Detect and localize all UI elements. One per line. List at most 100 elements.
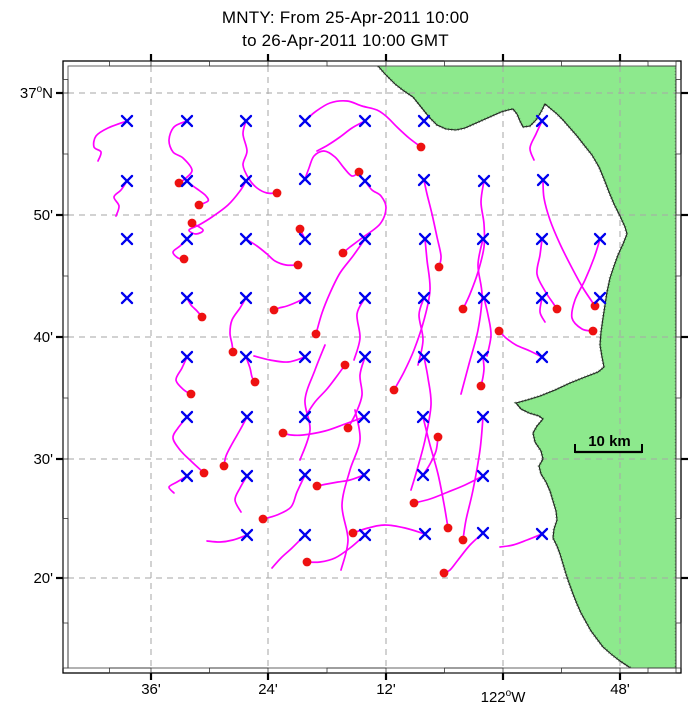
grid-marker-x [298,172,312,186]
grid-marker-x [239,232,253,246]
frame-segment-top [109,60,152,67]
x-axis-label: 122oW [481,688,527,706]
scale-bar: 10 km [574,433,643,454]
trajectory-path [342,180,387,254]
grid-marker-x [417,350,431,364]
frame-segment-bottom [109,667,152,674]
trajectory-end-dot [439,568,449,578]
y-axis-label: 30' [33,451,53,468]
trajectory-path [206,534,248,543]
grid-marker-x [298,410,312,424]
grid-marker-x [358,114,372,128]
trajectory-end-dot [476,381,486,391]
trajectory-path [347,356,366,429]
trajectory-end-dot [590,301,600,311]
trajectory-end-dot [312,481,322,491]
trajectory-path [462,416,484,541]
trajectory-path [271,534,306,569]
trajectory-end-dot [348,528,358,538]
grid-marker-x [535,114,549,128]
trajectory-end-dot [197,312,207,322]
grid-marker-x [180,350,194,364]
frame-segment-left [62,153,69,216]
grid-marker-x [180,410,194,424]
label-rest: N [42,85,53,102]
trajectory-end-dot [443,523,453,533]
trajectory-path [353,297,366,361]
frame-segment-top [444,60,504,67]
grid-marker-x [536,173,550,187]
trajectory-end-dot [354,167,364,177]
trajectory-path [299,344,326,461]
figure-title-line2: to 26-Apr-2011 10:00 GMT [242,31,449,50]
frame-segment-right [675,79,682,94]
grid-marker-x [535,232,549,246]
grid-marker-x [239,114,253,128]
frame-segment-top [647,60,677,67]
grid-marker-x [120,114,134,128]
trajectory-path [234,475,248,513]
land-polygon [378,66,676,668]
grid-marker-x [180,114,194,128]
grid-marker-x [416,468,430,482]
trajectory-end-dot [458,535,468,545]
trajectory-end-dot [552,304,562,314]
grid-marker-x [358,528,372,542]
frame-segment-left [62,79,69,94]
grid-marker-x [298,232,312,246]
grid-marker-x [358,174,372,188]
trajectory-path [306,534,366,564]
trajectory-end-dot [338,248,348,258]
x-axis-label: 36' [141,681,161,698]
trajectory-path [175,356,192,395]
trajectory-path [529,120,543,161]
grid-marker-x [417,114,431,128]
trajectory-end-dot [302,557,312,567]
grid-marker-x [535,291,549,305]
frame-segment-bottom [444,667,504,674]
trajectory-path [316,120,366,152]
grid-marker-x [180,232,194,246]
trajectory-path [542,179,596,307]
frame-segment-bottom [561,667,621,674]
trajectory-path [315,238,366,335]
y-axis-label: 40' [33,329,53,346]
trajectory-end-dot [433,432,443,442]
trajectory-path [242,120,278,195]
label-rest: W [511,689,526,706]
trajectory-path [570,238,601,332]
trajectory-end-dot [186,389,196,399]
trajectory-end-dot [409,498,419,508]
trajectory-end-dot [187,218,197,228]
x-axis-label: 12' [376,681,396,698]
trajectory-end-dot [416,142,426,152]
grid-marker-x [298,468,312,482]
grid-marker-x [476,232,490,246]
grid-marker-x [180,174,194,188]
trajectory-end-dot [269,305,279,315]
grid-marker-x [239,291,253,305]
grid-marker-x [476,526,490,540]
grid-marker-x [358,232,372,246]
label-sup: o [506,688,512,699]
frame-segment-bottom [326,667,387,674]
trajectory-path [460,238,484,395]
trajectory-path [304,99,422,148]
label-base: 37 [20,85,37,102]
trajectory-end-dot [293,260,303,270]
grid-marker-x [358,291,372,305]
grid-marker-x [476,350,490,364]
trajectory-end-dot [272,188,282,198]
grid-marker-x [240,469,254,483]
trajectory-end-dot [458,304,468,314]
grid-marker-x [120,291,134,305]
y-axis-label: 20' [33,570,53,587]
frame-segment-left [62,622,69,669]
grid-marker-x [476,410,490,424]
grid-marker-x [535,350,549,364]
grid-marker-x [357,410,371,424]
grid-marker-x [417,291,431,305]
frame-segment-right [675,153,682,216]
trajectory-end-dot [179,254,189,264]
